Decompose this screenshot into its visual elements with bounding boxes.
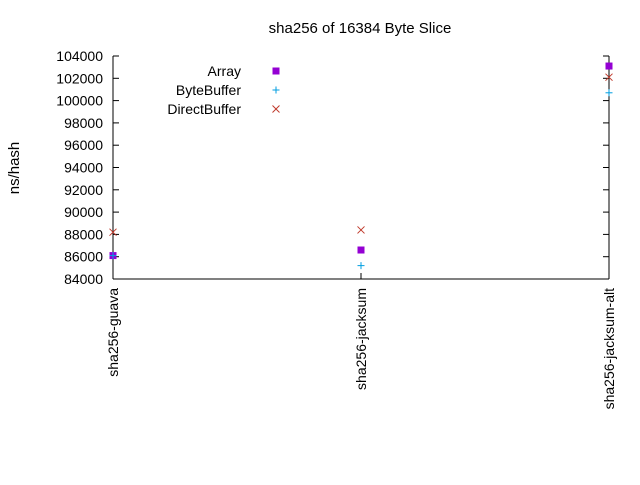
legend: Array ByteBuffer DirectBuffer (167, 63, 280, 117)
data-point (357, 226, 365, 234)
data-point (357, 246, 365, 254)
plot-area: 84000 86000 88000 90000 92000 94000 96000 98000… (56, 48, 617, 409)
data-point (109, 252, 117, 260)
y-tick-label: 100000 (56, 93, 103, 109)
legend-marker-stroke (272, 105, 280, 113)
x-tick-label: sha256-jacksum-alt (601, 288, 617, 409)
y-tick-label: 90000 (64, 204, 103, 220)
data-point (605, 62, 613, 70)
legend-marker (272, 86, 280, 94)
y-tick-label: 102000 (56, 70, 103, 86)
legend-label: ByteBuffer (176, 82, 241, 98)
legend-marker (272, 105, 280, 113)
data-point (109, 228, 117, 237)
y-tick-label: 84000 (64, 271, 103, 287)
data-point-stroke (357, 226, 365, 234)
legend-label: Array (208, 63, 241, 79)
y-tick-label: 96000 (64, 137, 103, 153)
chart-title: sha256 of 16384 Byte Slice (269, 20, 452, 37)
y-tick-label: 92000 (64, 182, 103, 198)
legend-marker (272, 67, 280, 75)
data-point (605, 89, 613, 97)
data-point-stroke (109, 228, 117, 237)
x-tick-label: sha256-jacksum (353, 288, 369, 390)
x-tick-label: sha256-guava (105, 288, 121, 377)
y-tick-label: 104000 (56, 48, 103, 64)
y-axis-label: ns/hash (6, 142, 23, 195)
y-tick-label: 94000 (64, 160, 103, 176)
y-tick-label: 88000 (64, 226, 103, 242)
data-point (357, 262, 365, 270)
y-tick-label: 86000 (64, 249, 103, 265)
y-tick-label: 98000 (64, 115, 103, 131)
data-point-stroke (605, 73, 613, 82)
data-point (605, 73, 613, 82)
legend-label: DirectBuffer (167, 101, 241, 117)
